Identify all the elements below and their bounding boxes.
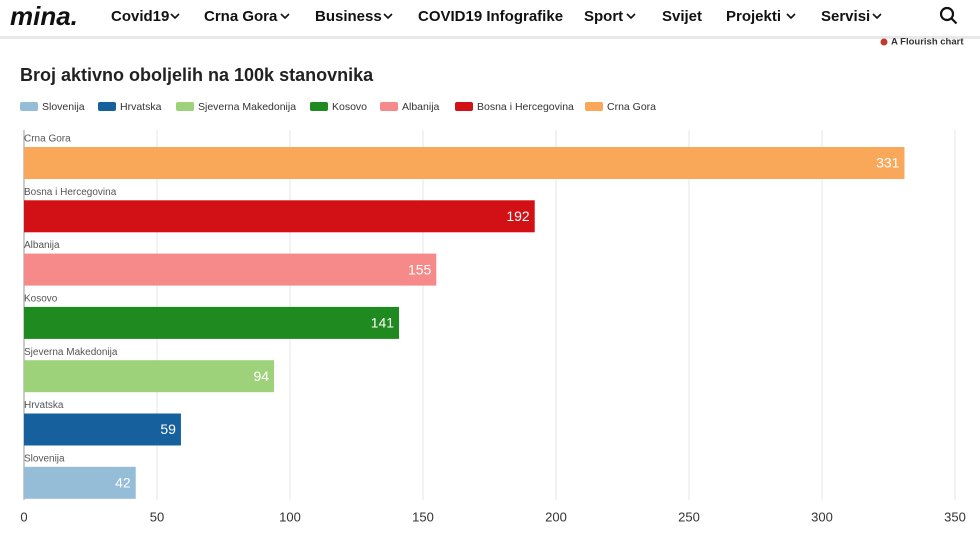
legend-swatch — [455, 102, 473, 111]
x-tick-label: 250 — [678, 509, 700, 524]
x-tick-label: 350 — [944, 509, 966, 524]
value-label: 141 — [371, 315, 395, 331]
nav-item[interactable]: Svijet — [662, 8, 702, 25]
nav-item[interactable]: Servisi — [821, 8, 870, 25]
category-label: Slovenija — [24, 453, 65, 464]
bar — [24, 360, 275, 393]
legend-label: Hrvatska — [120, 101, 162, 113]
category-label: Hrvatska — [24, 400, 64, 411]
bar — [24, 147, 905, 179]
value-label: 192 — [506, 208, 530, 224]
bar — [24, 306, 400, 339]
bar — [24, 200, 535, 233]
x-tick-label: 50 — [150, 509, 164, 524]
x-tick-label: 300 — [811, 509, 833, 524]
nav-item[interactable]: Sport — [584, 8, 623, 25]
legend-label: Sjeverna Makedonija — [198, 101, 296, 113]
x-tick-label: 200 — [545, 509, 567, 524]
bar — [24, 253, 437, 286]
legend-label: Kosovo — [332, 101, 367, 113]
nav-item[interactable]: Crna Gora — [204, 8, 278, 25]
value-label: 94 — [253, 368, 269, 384]
legend-label: Slovenija — [42, 101, 85, 113]
value-label: 42 — [115, 475, 131, 491]
legend-label: Bosna i Hercegovina — [477, 101, 574, 113]
value-label: 331 — [876, 155, 900, 171]
flourish-icon — [880, 38, 888, 46]
nav-shadow — [0, 36, 980, 39]
nav-item[interactable]: Business — [315, 8, 382, 25]
legend-swatch — [20, 102, 38, 111]
legend-label: Albanija — [402, 101, 440, 113]
x-tick-label: 100 — [279, 509, 301, 524]
nav-bar — [0, 0, 980, 36]
legend-swatch — [380, 102, 398, 111]
logo[interactable]: mina. — [10, 1, 78, 31]
x-tick-label: 150 — [412, 509, 434, 524]
nav-item[interactable]: Projekti — [726, 8, 781, 25]
legend-swatch — [585, 102, 603, 111]
category-label: Kosovo — [24, 294, 58, 305]
value-label: 59 — [160, 421, 176, 437]
category-label: Sjeverna Makedonija — [24, 347, 118, 358]
legend-swatch — [98, 102, 116, 111]
nav-item[interactable]: COVID19 Infografike — [418, 8, 563, 25]
category-label: Bosna i Hercegovina — [24, 187, 117, 198]
nav-item[interactable]: Covid19 — [111, 8, 169, 25]
x-tick-label: 0 — [20, 509, 27, 524]
legend-swatch — [310, 102, 328, 111]
credit[interactable]: A Flourish chart — [891, 37, 964, 48]
category-label: Albanija — [24, 240, 60, 251]
bar — [24, 466, 136, 499]
legend-swatch — [176, 102, 194, 111]
chart-title: Broj aktivno oboljelih na 100k stanovnik… — [20, 65, 374, 85]
legend-label: Crna Gora — [607, 101, 656, 113]
bar — [24, 413, 181, 446]
chevrons — [170, 13, 882, 20]
search-icon[interactable] — [939, 6, 958, 25]
category-label: Crna Gora — [24, 134, 71, 145]
value-label: 155 — [408, 261, 432, 277]
